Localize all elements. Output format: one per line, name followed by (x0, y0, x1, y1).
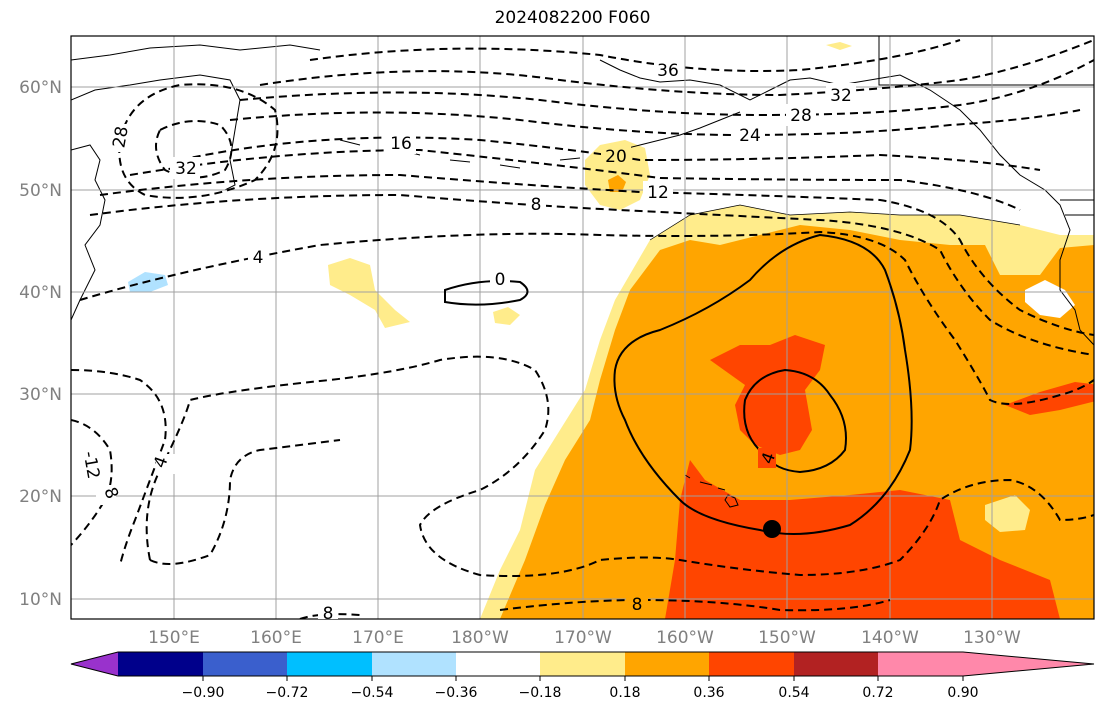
lon-label: 150°W (758, 628, 816, 648)
contour-32-north (259, 39, 1094, 97)
lon-label: 160°E (250, 628, 302, 648)
contour-label: 20 (605, 147, 627, 167)
contour-24 (229, 109, 1081, 137)
contour-label: 36 (657, 61, 679, 81)
colorbar-extend-high (963, 652, 1094, 676)
lon-label: 170°W (554, 628, 612, 648)
colorbar-tick: 0.18 (609, 685, 640, 701)
lat-label: 60°N (19, 78, 62, 98)
latitude-labels: 10°N 20°N 30°N 40°N 50°N 60°N (19, 78, 62, 610)
coastline-alaska (599, 59, 1094, 346)
lat-label: 10°N (19, 590, 62, 610)
fill-light-yellow-west (328, 258, 410, 328)
contour-4-loop (149, 439, 341, 565)
contour-20 (179, 136, 1041, 171)
contour-label-layer: 36 32 28 24 20 16 12 8 4 0 4 8 32 28 -12… (74, 58, 856, 624)
contour-label: 28 (109, 125, 132, 150)
contour-label: 0 (495, 270, 506, 290)
contour-label: -12 (79, 450, 104, 481)
anomaly-fill-layer (128, 42, 1094, 619)
colorbar-segment (203, 652, 288, 676)
colorbar-segment (118, 652, 203, 676)
lon-label: 130°W (963, 628, 1021, 648)
border-lines (878, 36, 1094, 216)
contour-label: 12 (647, 183, 669, 203)
contour-0 (444, 280, 529, 306)
colorbar-segment (287, 652, 372, 676)
coastline-hawaii (684, 474, 739, 508)
contour-label: 32 (830, 86, 852, 106)
colorbar-tick: 0.54 (778, 685, 809, 701)
fill-white-hole (1025, 280, 1075, 318)
contour-label: 8 (632, 595, 643, 615)
contour-4-south (145, 355, 1094, 577)
contour-12 (99, 173, 1094, 336)
contour-label: 28 (790, 106, 812, 126)
contour-label: 8 (531, 195, 542, 215)
colorbar-extend-low (71, 652, 118, 676)
lat-label: 40°N (19, 283, 62, 303)
colorbar-tick: −0.72 (266, 685, 309, 701)
fill-light-yellow-top (826, 42, 852, 50)
contour-label: 4 (253, 248, 264, 268)
fill-red-orange-core (710, 335, 825, 455)
contour-label: 8 (323, 604, 334, 624)
lat-label: 50°N (19, 181, 62, 201)
colorbar-tick: 0.72 (862, 685, 893, 701)
lon-label: 150°E (148, 628, 200, 648)
fill-red-orange-south (665, 460, 1060, 619)
lon-label: 140°W (861, 628, 919, 648)
contour-8-north (89, 193, 1094, 356)
fill-light-yellow-patch (985, 495, 1030, 532)
map-frame (70, 35, 1095, 620)
storm-center-dot (763, 520, 781, 538)
colorbar-tick: −0.36 (435, 685, 478, 701)
map-title: 2024082200 F060 (494, 8, 651, 28)
colorbar-segment (372, 652, 457, 676)
contour-label: 16 (390, 134, 412, 154)
colorbar-tick: 0.90 (947, 685, 978, 701)
colorbar-segment (625, 652, 710, 676)
contour-16 (129, 148, 1021, 211)
colorbar: −0.90 −0.72 −0.54 −0.36 −0.18 0.18 0.36 … (70, 651, 1095, 701)
lat-label: 20°N (19, 487, 62, 507)
colorbar-tick: 0.36 (693, 685, 724, 701)
dashed-contours (71, 39, 1094, 619)
fill-orange-north-dot (608, 175, 626, 192)
lon-label: 180°W (451, 628, 509, 648)
contour-4-north (79, 230, 1094, 405)
fill-light-yellow-small (493, 307, 520, 325)
contour-12-west (71, 419, 113, 546)
lon-label: 160°W (656, 628, 714, 648)
contour-28-west (118, 83, 279, 199)
fill-red-orange-east (1005, 382, 1094, 415)
colorbar-tick: −0.54 (351, 685, 394, 701)
colorbar-tick: −0.18 (519, 685, 562, 701)
lon-label: 170°E (352, 628, 404, 648)
colorbar-tick: −0.90 (182, 685, 225, 701)
colorbar-segment (456, 652, 541, 676)
contour-28 (239, 59, 1094, 117)
contour-32-west (155, 120, 233, 179)
contour-8-south (499, 598, 891, 612)
contour-4-outer (613, 233, 913, 535)
contour-label: 32 (175, 159, 197, 179)
colorbar-segment (794, 652, 879, 676)
colorbar-segment (878, 652, 963, 676)
colorbar-segment (709, 652, 794, 676)
contour-label: 24 (739, 126, 761, 146)
longitude-labels: 150°E 160°E 170°E 180°W 170°W 160°W 150°… (148, 628, 1021, 648)
fill-outline-lightyellow (649, 204, 1021, 241)
lat-label: 30°N (19, 385, 62, 405)
colorbar-segment (540, 652, 625, 676)
contour-8-sw (299, 613, 361, 619)
contour-8-west (71, 369, 167, 566)
